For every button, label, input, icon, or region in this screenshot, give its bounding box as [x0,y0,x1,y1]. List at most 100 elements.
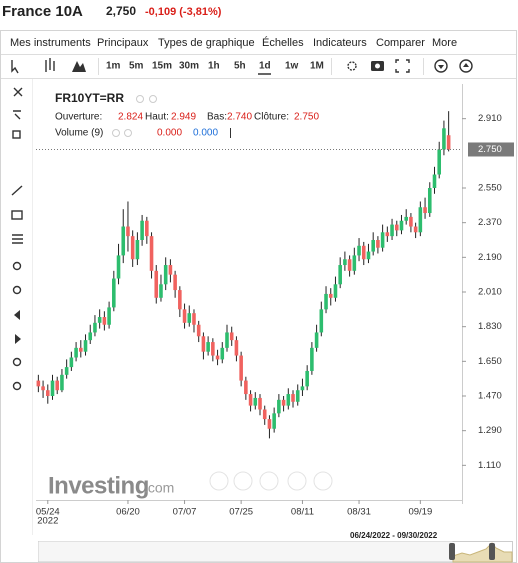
y-tick-label: 1.830 [478,321,502,332]
x-tick-label: 06/20 [116,507,140,518]
x-tick-label: 08/31 [347,507,371,518]
volume-value: 0.000 [193,128,218,139]
candle-body [79,347,83,352]
fullscreen-icon[interactable] [395,59,410,73]
candle-body [121,226,126,256]
tool-back[interactable] [14,310,20,320]
menu-item[interactable]: Échelles [262,36,304,49]
x-tick-label: 08/11 [291,507,314,518]
price-change: -0,109 (-3,81%) [145,6,222,18]
timeframe-button[interactable]: 1w [285,61,299,72]
candle-body [102,317,107,325]
tool-zoom-out[interactable] [12,285,22,295]
navigator-handle[interactable] [489,543,495,560]
tool-magnet[interactable] [12,357,22,367]
candle-body [41,386,45,391]
tool-fib[interactable] [12,234,23,244]
candle-body [328,293,333,298]
candle-body [215,355,220,360]
candle-body [404,216,408,221]
nav-button[interactable] [259,471,279,491]
timeframe-button[interactable]: 1M [310,61,324,72]
candles-icon[interactable] [45,58,55,72]
candle-body [60,374,64,391]
y-tick-label: 2.010 [478,287,502,298]
tool-forward[interactable] [15,334,21,344]
candle-body [418,207,423,233]
candle-body [116,255,121,279]
y-tick-label: 2.370 [478,217,502,228]
legend-label: Bas: [207,112,227,123]
candle-body [229,332,234,341]
candle-body [343,259,347,266]
timeframe-button[interactable]: 1h [208,61,220,72]
x-tick-label: 05/24 [36,507,60,518]
candle-body [409,216,413,227]
x-year-label: 2022 [37,516,58,527]
camera-icon[interactable] [371,61,384,71]
tool-copy[interactable] [12,130,21,139]
menu-item[interactable]: Mes instruments [10,37,91,49]
tool-remove[interactable] [13,87,23,97]
navigator-handle[interactable] [449,543,455,560]
timeframe-bar: 1m 5m 15m 30m 1h 5h 1d 1w 1M [106,61,324,75]
watermark: .com [144,480,174,496]
timeframe-button[interactable]: 5h [234,61,246,72]
cursor-icon[interactable] [11,60,19,74]
candle-body [437,149,442,175]
navigator-mask [38,541,453,562]
candle-body [442,128,446,150]
nav-button[interactable] [287,471,307,491]
candle-body [168,265,173,275]
candle-body [385,232,390,237]
candle-body [220,347,225,360]
legend-label: Clôture: [254,112,289,123]
drawing-tools [11,87,23,391]
page-title: France 10A [2,3,83,20]
timeframe-button[interactable]: 1d [259,61,271,72]
candle-body [352,255,357,271]
download-icon[interactable] [434,59,448,73]
candle-body [258,397,262,410]
nav-button[interactable] [233,471,253,491]
candle-body [178,290,182,310]
y-tick-label: 2.550 [478,183,502,194]
candle-body [50,380,55,396]
last-price-label: 2.750 [478,144,502,155]
candle-body [300,386,305,391]
candle-body [380,232,385,248]
tool-rect[interactable] [11,210,23,220]
menu-item[interactable]: Principaux [97,37,149,49]
legend-value: 2.740 [227,112,252,123]
candle-body [366,251,371,260]
candle-body [399,220,404,231]
legend-value: 2.949 [171,112,196,123]
timeframe-button[interactable]: 30m [179,61,199,72]
candle-body [112,278,116,308]
plot: 2.910 2.550 2.370 2.190 2.010 1.830 1.650 1.470… [36,84,514,527]
settings-icon[interactable] [347,61,357,71]
nav-button[interactable] [313,471,333,491]
menu-item[interactable]: Types de graphique [158,37,255,49]
menu-item[interactable]: Comparer [376,37,425,49]
timeframe-button[interactable]: 5m [129,61,144,72]
y-tick-label: 2.190 [478,252,502,263]
menu-item[interactable]: Indicateurs [313,37,367,49]
candle-body [93,322,97,333]
tool-cursor[interactable] [13,110,21,120]
timeframe-button[interactable]: 1m [106,61,121,72]
ohlc-legend: Ouverture: 2.824 Haut: 2.949 Bas: 2.740 Clôtur… [55,112,319,123]
tool-measure[interactable] [12,381,22,391]
nav-button[interactable] [209,471,229,491]
candle-body [295,390,300,402]
last-price-tag [468,142,514,157]
last-price: 2,750 [106,4,136,18]
tool-zoom-in[interactable] [12,261,22,271]
area-icon[interactable] [72,61,86,72]
candle-body [126,226,130,237]
tool-line[interactable] [11,185,23,196]
candle-body [192,313,196,325]
upload-icon[interactable] [459,59,473,73]
menu-item[interactable]: More [432,37,457,49]
timeframe-button[interactable]: 15m [152,61,172,72]
